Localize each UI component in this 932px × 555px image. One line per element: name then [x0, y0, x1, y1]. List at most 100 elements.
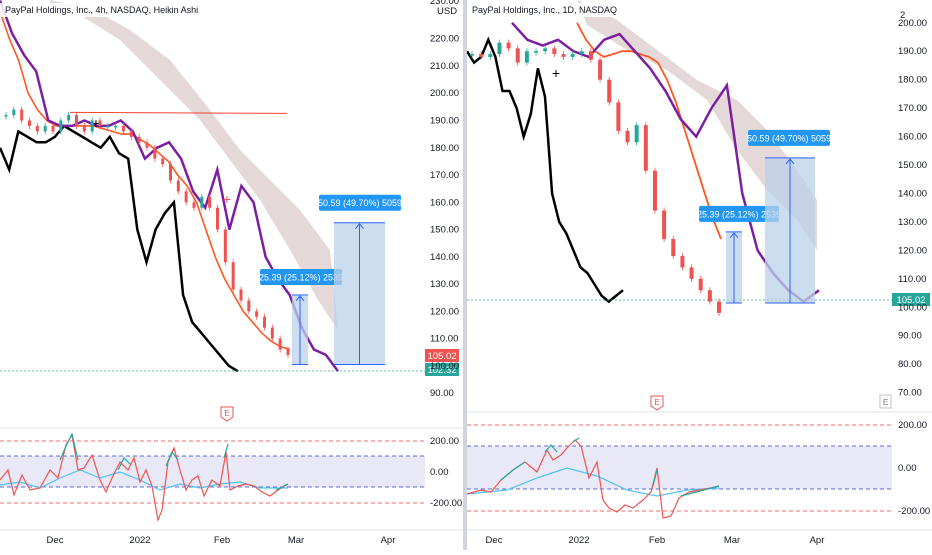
y-tick-label: 70.00 — [898, 388, 922, 399]
y-tick-label: 150.00 — [430, 225, 459, 236]
candle-body — [680, 256, 685, 268]
candle-body — [161, 158, 165, 165]
title-bg — [469, 3, 619, 17]
candle-body — [208, 196, 212, 208]
candle-body — [488, 54, 493, 57]
osc-line-red — [0, 433, 289, 523]
candle-body — [200, 196, 204, 208]
candle-body — [169, 164, 172, 181]
right-y-axis-bg — [892, 0, 932, 410]
measure-large: 50.59 (49.70%) 5059 — [747, 129, 831, 304]
price-badge-green-label: 102.32 — [427, 365, 456, 376]
price-badge-green — [425, 363, 459, 376]
candle-body — [255, 311, 259, 317]
trend-line — [69, 111, 288, 114]
osc-line-green — [500, 437, 720, 497]
osc-tick-label: -200.00 — [430, 498, 462, 509]
x-tick-label: Feb — [214, 535, 230, 546]
earnings-marker-axis: E — [879, 394, 892, 409]
y-tick-label: 160.00 — [430, 197, 459, 208]
osc-tick-label: 0.00 — [898, 463, 917, 474]
candle-body — [216, 207, 219, 230]
y-tick-label: 190.00 — [430, 115, 459, 126]
y-tick-label: 170.00 — [898, 103, 927, 114]
candle-body — [184, 191, 188, 203]
candle-body — [506, 42, 511, 49]
candle-body — [20, 109, 24, 121]
osc-signal-line — [466, 467, 720, 497]
y-tick-label: 110.00 — [898, 274, 926, 285]
y-tick-label: 90.00 — [430, 388, 454, 399]
measure-small: 25.39 (25.12%) 2539 — [259, 268, 343, 365]
y-tick-label: 110.00 — [430, 334, 458, 345]
candle-body — [497, 42, 502, 55]
candle-body — [129, 131, 133, 137]
cross-marker: + — [92, 115, 100, 131]
candle-body — [515, 48, 520, 63]
measure-arrow-head — [355, 222, 364, 230]
candle-body — [223, 229, 227, 263]
x-tick-label: Mar — [288, 535, 304, 546]
x-tick-label: Apr — [381, 535, 396, 546]
candle-body — [707, 290, 712, 302]
candle-body — [239, 289, 243, 301]
candle-body — [90, 120, 94, 132]
cloud-area — [577, 0, 817, 250]
candle-body — [82, 125, 86, 132]
candle-body — [67, 115, 71, 121]
x-tick-label: Mar — [724, 535, 740, 546]
left-chart-pane: + +105.02 102.32 PayPal Holdings, Inc., 4h,… — [0, 0, 463, 531]
candle-body — [470, 54, 474, 56]
osc-line-green — [59, 432, 289, 491]
price-badge-green-label: 105.02 — [896, 295, 925, 306]
candle-body — [616, 102, 621, 131]
candle-body — [598, 59, 603, 80]
y-tick-label: 190.00 — [898, 46, 927, 57]
y-tick-label: 130.00 — [430, 279, 459, 290]
earnings-marker-label: E — [654, 398, 659, 407]
measure-large: 50.59 (49.70%) 5059 — [318, 194, 402, 365]
price-badge-red — [425, 349, 459, 362]
measure-arrow-head — [729, 232, 739, 239]
candle-body — [106, 125, 110, 128]
y-tick-label: 210.00 — [430, 61, 459, 72]
measure-label-box — [699, 205, 779, 222]
ema-line — [576, 22, 722, 240]
y-tick-label: 80.00 — [898, 359, 922, 370]
black-line — [465, 36, 624, 304]
candle-body — [479, 54, 484, 57]
x-tick-label: Dec — [486, 535, 503, 546]
candle-body — [561, 54, 566, 57]
earnings-marker-shape — [220, 406, 234, 422]
price-badge-red-label: 105.02 — [427, 351, 456, 362]
osc-tick-label: 200.00 — [898, 420, 927, 431]
left-y-axis-bg — [425, 0, 463, 410]
measure-label-box — [260, 268, 342, 285]
candle-body — [634, 125, 639, 143]
earnings-marker: E — [220, 406, 234, 422]
candle-body — [534, 51, 539, 53]
y-axis-currency: USD — [437, 6, 457, 17]
candle-body — [145, 142, 149, 148]
earnings-marker: E — [650, 395, 664, 411]
x-tick-label: Dec — [47, 535, 64, 546]
candle-body — [717, 301, 721, 313]
candle-body — [270, 327, 274, 339]
candle-body — [122, 125, 125, 132]
measure-label-box — [319, 194, 401, 211]
y-tick-label: 200.00 — [898, 18, 927, 29]
y-tick-label: 170.00 — [430, 170, 459, 181]
earnings-marker-label: E — [224, 409, 229, 418]
price-badge-green — [892, 293, 930, 306]
y-tick-label: 150.00 — [898, 160, 927, 171]
chart-title: PayPal Holdings, Inc., 4h, NASDAQ, Heiki… — [5, 5, 198, 15]
candle-body — [662, 210, 667, 239]
candles — [4, 106, 290, 358]
measure-label: 50.59 (49.70%) 5059 — [318, 198, 402, 208]
pane-divider[interactable] — [463, 0, 467, 550]
measure-arrow-head — [785, 158, 795, 165]
x-tick-label: Feb — [649, 535, 665, 546]
candle-body — [570, 54, 575, 57]
candle-body — [114, 125, 118, 128]
candle-body — [543, 48, 548, 52]
